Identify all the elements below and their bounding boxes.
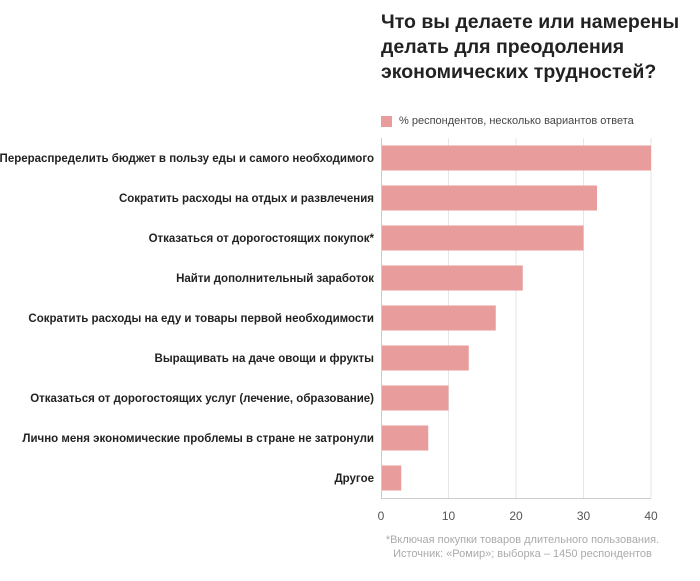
bar-5 <box>381 345 469 371</box>
category-label: Отказаться от дорогостоящих услуг (лечен… <box>30 393 374 405</box>
bar-4 <box>381 305 496 331</box>
category-label: Выращивать на даче овощи и фрукты <box>155 353 375 365</box>
bar-6 <box>381 385 449 411</box>
category-label: Лично меня экономические проблемы в стра… <box>22 433 374 445</box>
x-tick-label: 40 <box>644 509 658 523</box>
bar-1 <box>381 185 597 211</box>
chart-title: Что вы делаете или намерены делать для п… <box>381 11 680 83</box>
x-tick-label: 30 <box>577 509 591 523</box>
legend-swatch <box>381 115 392 127</box>
category-label: Сократить расходы на отдых и развлечения <box>119 193 374 205</box>
bar-7 <box>381 425 429 451</box>
bar-0 <box>381 145 651 171</box>
x-tick-label: 0 <box>378 509 385 523</box>
category-label: Перераспределить бюджет в пользу еды и с… <box>0 153 374 165</box>
bar-8 <box>381 465 402 491</box>
legend: % респондентов, несколько вариантов отве… <box>381 114 634 128</box>
x-tick-label: 10 <box>442 509 456 523</box>
category-label: Найти дополнительный заработок <box>176 273 374 285</box>
category-label: Отказаться от дорогостоящих покупок* <box>149 233 375 245</box>
bar-3 <box>381 265 523 291</box>
category-label: Сократить расходы на еду и товары первой… <box>28 313 374 325</box>
category-label: Другое <box>334 473 374 485</box>
bar-2 <box>381 225 584 251</box>
legend-label: % респондентов, несколько вариантов отве… <box>399 115 634 127</box>
x-tick-label: 20 <box>509 509 523 523</box>
footnote: *Включая покупки товаров длительного пол… <box>385 534 660 560</box>
